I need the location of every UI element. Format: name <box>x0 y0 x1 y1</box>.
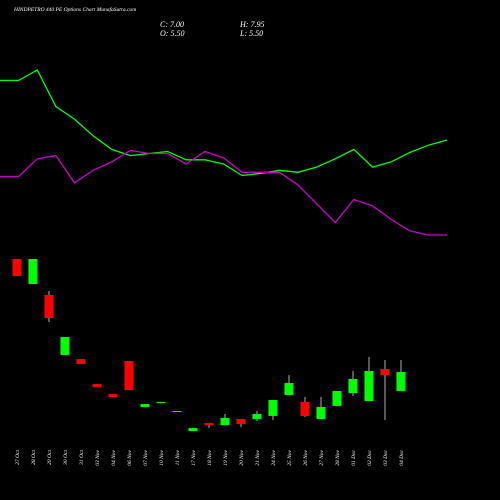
x-tick-label: 27 Nov <box>319 449 325 465</box>
x-tick-label: 19 Nov <box>223 449 229 465</box>
candle-body <box>28 259 38 285</box>
indicator-line <box>0 149 447 236</box>
x-tick-label: 06 Nov <box>127 449 133 465</box>
close-label: C: 7.00 <box>160 20 184 29</box>
x-tick-label: 03 Nov <box>95 449 101 465</box>
x-tick-label: 03 Dec <box>383 449 389 465</box>
x-tick-label: 25 Nov <box>287 449 293 465</box>
candle-body <box>332 391 342 406</box>
x-tick-label: 27 Oct <box>15 450 21 465</box>
candle-body <box>108 394 118 397</box>
x-tick-label: 07 Nov <box>143 449 149 465</box>
candle-body <box>124 361 134 390</box>
candle-body <box>60 336 70 355</box>
x-tick-label: 28 Nov <box>335 449 341 465</box>
x-tick-label: 17 Nov <box>191 449 197 465</box>
candle-body <box>252 414 262 419</box>
x-tick-label: 02 Dec <box>367 449 373 465</box>
candle-body <box>92 384 102 387</box>
candle-body <box>284 383 294 395</box>
x-tick-label: 30 Oct <box>63 450 69 466</box>
x-tick-label: 31 Oct <box>79 450 85 466</box>
x-tick-label: 04 Dec <box>398 449 405 465</box>
candle-body <box>12 259 22 276</box>
low-label: L: 5.50 <box>239 29 263 38</box>
candle-body <box>348 378 358 394</box>
candle-body <box>172 411 182 413</box>
chart-title: HINDPETRO 440 PE Options Chart MunafaSut… <box>13 6 136 13</box>
candle-body <box>364 371 374 402</box>
candle-body <box>236 418 246 425</box>
open-label: O: 5.50 <box>160 29 184 38</box>
candle-body <box>76 358 86 365</box>
x-tick-label: 29 Oct <box>47 450 53 465</box>
candle-body <box>300 402 310 416</box>
x-tick-label: 24 Nov <box>270 449 277 465</box>
candle-body <box>396 372 406 392</box>
x-tick-label: 04 Nov <box>110 449 117 465</box>
x-tick-label: 20 Nov <box>239 449 245 465</box>
candle-body <box>268 399 278 416</box>
x-tick-label: 01 Dec <box>351 449 357 465</box>
candle-body <box>44 294 54 318</box>
candle-body <box>380 368 390 376</box>
x-tick-label: 18 Nov <box>207 449 213 465</box>
high-label: H: 7.95 <box>239 20 264 29</box>
candle-body <box>220 417 230 426</box>
candle-body <box>156 402 166 404</box>
candle-body <box>140 404 150 407</box>
x-tick-label: 10 Nov <box>159 449 165 465</box>
x-tick-label: 26 Nov <box>303 449 309 465</box>
x-tick-label: 28 Oct <box>31 450 37 465</box>
x-tick-label: 11 Nov <box>175 449 181 465</box>
candle-body <box>316 406 326 419</box>
candle-body <box>188 428 198 431</box>
x-tick-label: 21 Nov <box>255 449 261 465</box>
candle-body <box>204 423 214 426</box>
indicator-line <box>0 69 448 177</box>
